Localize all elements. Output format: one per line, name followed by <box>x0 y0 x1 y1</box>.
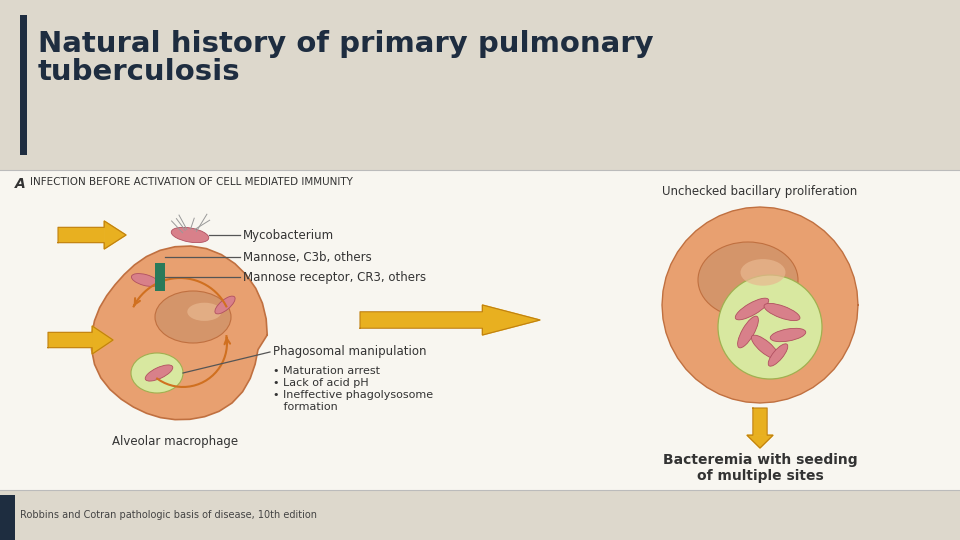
Text: • Ineffective phagolysosome: • Ineffective phagolysosome <box>273 390 433 400</box>
Ellipse shape <box>735 298 769 320</box>
Ellipse shape <box>770 328 805 342</box>
Text: • Maturation arrest: • Maturation arrest <box>273 366 380 376</box>
Text: Mannose receptor, CR3, others: Mannose receptor, CR3, others <box>243 271 426 284</box>
FancyBboxPatch shape <box>155 263 165 291</box>
FancyBboxPatch shape <box>0 495 15 540</box>
Text: tuberculosis: tuberculosis <box>38 58 241 86</box>
Ellipse shape <box>215 296 235 314</box>
Ellipse shape <box>171 227 208 242</box>
Polygon shape <box>662 207 858 403</box>
FancyBboxPatch shape <box>0 170 960 490</box>
Ellipse shape <box>764 303 800 321</box>
Text: Mycobacterium: Mycobacterium <box>243 228 334 241</box>
Ellipse shape <box>768 344 788 366</box>
Text: Alveolar macrophage: Alveolar macrophage <box>112 435 238 448</box>
Text: Natural history of primary pulmonary: Natural history of primary pulmonary <box>38 30 654 58</box>
FancyBboxPatch shape <box>360 312 482 328</box>
FancyBboxPatch shape <box>753 408 767 435</box>
Text: of multiple sites: of multiple sites <box>697 469 824 483</box>
Ellipse shape <box>187 303 222 321</box>
Polygon shape <box>105 221 126 249</box>
Ellipse shape <box>698 242 798 318</box>
Ellipse shape <box>132 274 158 286</box>
Ellipse shape <box>718 275 822 379</box>
Text: Phagosomal manipulation: Phagosomal manipulation <box>273 346 426 359</box>
Text: A: A <box>15 177 26 191</box>
Ellipse shape <box>737 316 758 348</box>
Text: • Lack of acid pH: • Lack of acid pH <box>273 378 369 388</box>
FancyBboxPatch shape <box>0 490 960 540</box>
Polygon shape <box>747 435 773 448</box>
Ellipse shape <box>145 365 173 381</box>
Ellipse shape <box>155 291 231 343</box>
Ellipse shape <box>131 353 183 393</box>
Polygon shape <box>482 305 540 335</box>
FancyBboxPatch shape <box>0 0 960 170</box>
Polygon shape <box>91 246 267 420</box>
Polygon shape <box>92 326 113 354</box>
FancyBboxPatch shape <box>48 332 92 348</box>
Ellipse shape <box>740 259 785 286</box>
Text: Robbins and Cotran pathologic basis of disease, 10th edition: Robbins and Cotran pathologic basis of d… <box>20 510 317 520</box>
Ellipse shape <box>752 335 779 359</box>
Text: INFECTION BEFORE ACTIVATION OF CELL MEDIATED IMMUNITY: INFECTION BEFORE ACTIVATION OF CELL MEDI… <box>30 177 353 187</box>
FancyBboxPatch shape <box>58 227 105 242</box>
FancyBboxPatch shape <box>20 15 27 155</box>
Text: Mannose, C3b, others: Mannose, C3b, others <box>243 251 372 264</box>
Text: Unchecked bacillary proliferation: Unchecked bacillary proliferation <box>662 185 857 198</box>
Text: Bacteremia with seeding: Bacteremia with seeding <box>662 453 857 467</box>
Text: formation: formation <box>273 402 338 412</box>
